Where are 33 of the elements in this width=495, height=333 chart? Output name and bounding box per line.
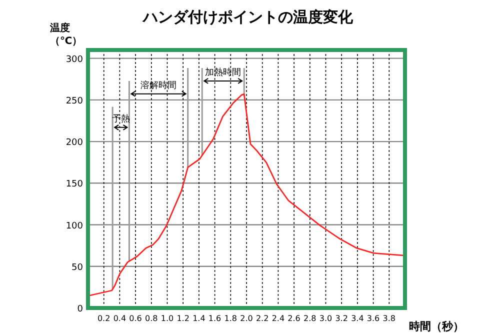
x-tick-label: 2.2: [256, 314, 269, 323]
x-tick-label: 2.0: [240, 314, 253, 323]
y-tick-label: 0: [77, 304, 84, 314]
x-tick-label: 2.6: [288, 314, 300, 323]
x-tick-label: 1.2: [176, 314, 190, 323]
x-tick-label: 0.2: [97, 314, 110, 323]
x-tick-label: 1.6: [208, 314, 222, 323]
y-tick-label: 250: [66, 96, 84, 106]
x-tick-label: 3.6: [366, 314, 380, 323]
annotation: 溶解時間: [140, 80, 177, 91]
x-tick-label: 2.8: [304, 314, 316, 323]
x-axis-title: 時間（秒）: [409, 320, 464, 333]
x-tick-label: 0.4: [113, 314, 126, 323]
x-tick-label: 0.8: [145, 314, 158, 323]
x-tick-label: 0.6: [129, 314, 142, 323]
x-tick-label: 3.4: [351, 314, 364, 323]
x-tick-label: 2.4: [272, 314, 285, 323]
x-tick-label: 3.2: [335, 314, 348, 323]
annotation: 加熱時間: [205, 66, 242, 78]
y-tick-label: 300: [66, 54, 84, 65]
x-tick-label: 3.8: [382, 314, 396, 323]
y-axis-title: 温度（℃）: [50, 22, 82, 48]
y-tick-label: 50: [72, 262, 84, 273]
y-tick-label: 100: [66, 221, 84, 232]
chart-title: ハンダ付けポイントの温度変化: [142, 8, 354, 26]
x-tick-label: 3.0: [319, 314, 332, 323]
x-tick-label: 1.8: [224, 314, 238, 323]
line-series: [88, 93, 406, 296]
annotation: 予熱: [112, 113, 130, 124]
x-tick-label: 1.4: [192, 314, 206, 323]
x-tick-label: 1.0: [160, 314, 174, 323]
y-tick-label: 150: [66, 180, 84, 190]
y-tick-label: 200: [66, 138, 84, 148]
